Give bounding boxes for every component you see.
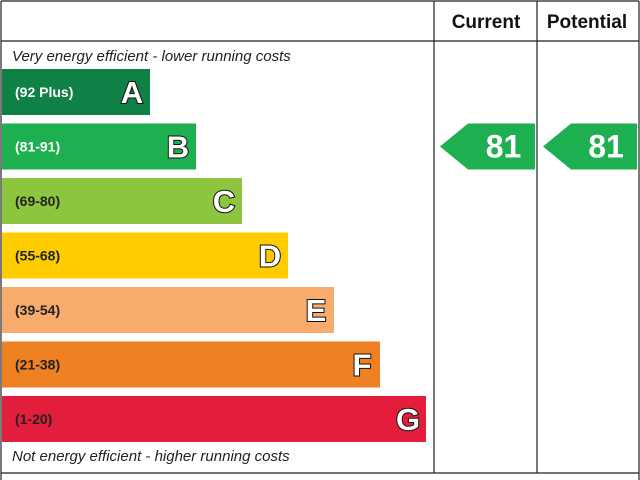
band-g-letter: G <box>396 402 420 437</box>
band-e-range: (39-54) <box>15 302 60 318</box>
band-a: (92 Plus) A <box>2 69 150 115</box>
band-c-letter: C <box>213 184 235 219</box>
band-a-bar <box>2 69 150 115</box>
band-d-bar <box>2 232 288 279</box>
potential-column-header: Potential <box>547 12 627 33</box>
band-b: (81-91) B <box>2 123 196 170</box>
band-f-letter: F <box>353 348 372 383</box>
bottom-efficiency-note: Not energy efficient - higher running co… <box>12 448 290 465</box>
band-e-bar <box>2 287 334 333</box>
band-g-range: (1-20) <box>15 411 52 427</box>
band-g: (1-20) G <box>2 396 426 442</box>
potential-rating-arrow-value: 81 <box>588 129 624 165</box>
current-rating-arrow-shape <box>440 123 535 170</box>
band-c: (69-80) C <box>2 178 242 224</box>
band-f-range: (21-38) <box>15 357 60 373</box>
band-b-letter: B <box>167 130 189 165</box>
band-a-range: (92 Plus) <box>15 84 73 100</box>
rating-indicators: 81 81 <box>440 123 637 170</box>
band-d-letter: D <box>259 239 281 274</box>
band-e: (39-54) E <box>2 287 334 333</box>
band-a-letter: A <box>121 75 143 110</box>
top-efficiency-note: Very energy efficient - lower running co… <box>12 48 291 65</box>
band-b-range: (81-91) <box>15 139 60 155</box>
band-d: (55-68) D <box>2 232 288 279</box>
potential-rating-arrow-shape <box>543 123 637 170</box>
band-c-range: (69-80) <box>15 193 60 209</box>
current-column-header: Current <box>452 12 521 33</box>
band-g-bar <box>2 396 426 442</box>
band-f-bar <box>2 341 380 388</box>
band-f: (21-38) F <box>2 341 380 388</box>
band-c-bar <box>2 178 242 224</box>
current-rating-arrow: 81 <box>440 123 535 170</box>
current-rating-arrow-value: 81 <box>486 129 522 165</box>
rating-bands: (92 Plus) A (81-91) B (69-80) C (55-68) D (39-54… <box>2 69 426 442</box>
potential-rating-arrow: 81 <box>543 123 637 170</box>
band-e-letter: E <box>306 293 327 328</box>
band-b-bar <box>2 123 196 170</box>
band-d-range: (55-68) <box>15 248 60 264</box>
